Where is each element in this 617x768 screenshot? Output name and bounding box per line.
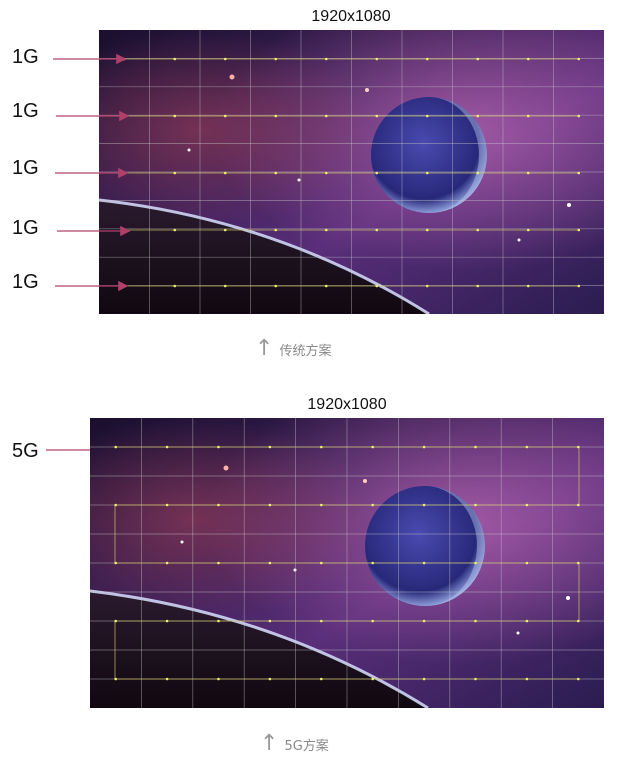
bottom-caption-text: 5G方案: [284, 738, 329, 754]
top-port-label-2: 1G: [12, 100, 39, 122]
top-port-label-5: 1G: [12, 271, 39, 293]
bottom-led-screen-image: [90, 418, 604, 708]
bottom-port-label: 5G: [12, 440, 39, 462]
top-resolution-label: 1920x1080: [311, 8, 391, 25]
space-background: [90, 418, 604, 708]
top-led-screen-image: [99, 30, 604, 314]
bottom-resolution-label: 1920x1080: [307, 396, 387, 413]
top-caption-text: 传统方案: [279, 343, 332, 359]
up-arrow-icon: ↑: [260, 731, 279, 756]
top-port-label-3: 1G: [12, 157, 39, 179]
top-caption: ↑ 传统方案: [255, 338, 331, 360]
top-port-label-4: 1G: [12, 217, 39, 239]
space-background: [99, 30, 604, 314]
up-arrow-icon: ↑: [255, 336, 274, 361]
bottom-caption: ↑ 5G方案: [260, 733, 329, 755]
top-port-label-1: 1G: [12, 46, 39, 68]
